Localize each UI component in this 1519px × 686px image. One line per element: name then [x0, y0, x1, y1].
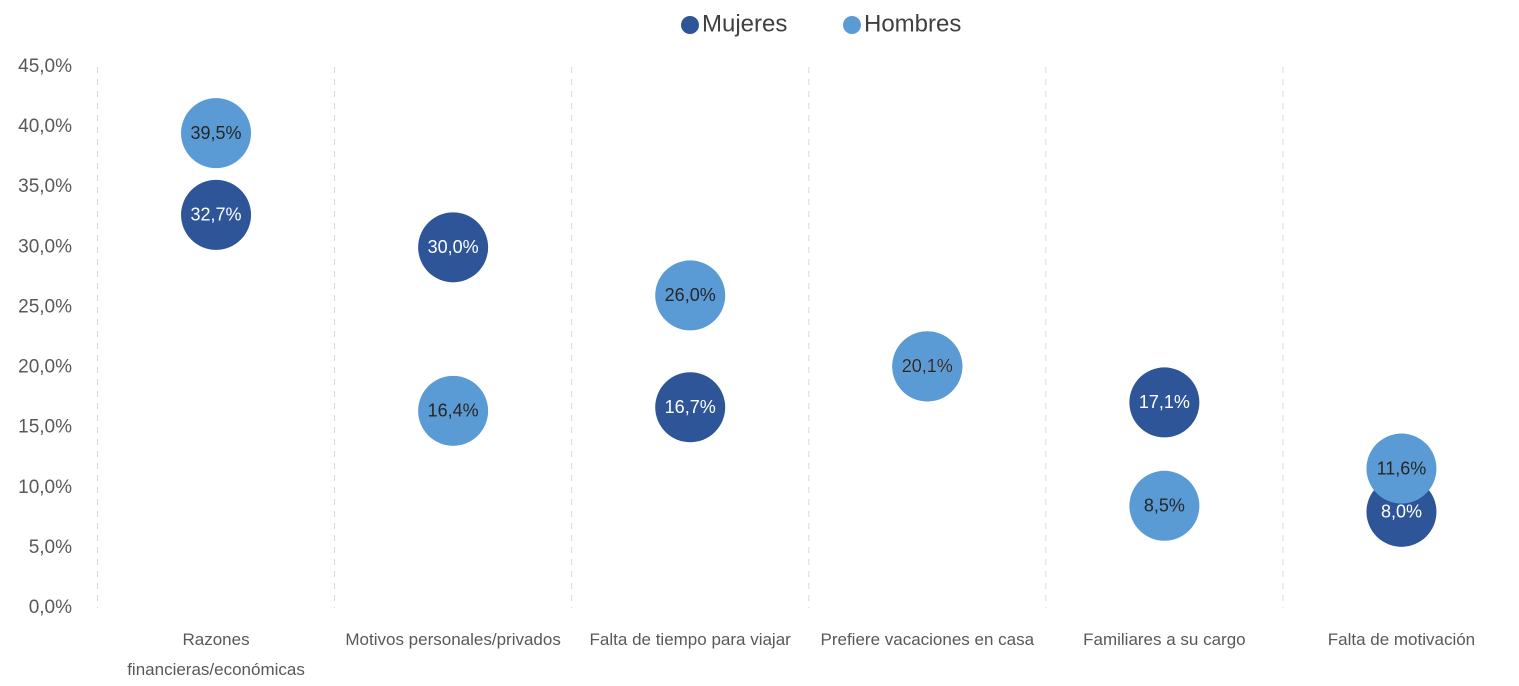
legend-label: Hombres [864, 10, 961, 37]
data-label: 30,0% [428, 237, 479, 257]
dot [655, 260, 726, 331]
dot [1129, 367, 1200, 438]
data-label: 17,1% [1139, 392, 1190, 412]
data-label: 20,1% [902, 356, 953, 376]
dot [892, 331, 963, 402]
data-label: 20,1% [902, 356, 953, 376]
y-tick-label: 30,0% [18, 236, 72, 257]
legend-marker [843, 16, 861, 34]
data-label: 8,0% [1381, 502, 1422, 522]
y-tick-label: 20,0% [18, 357, 72, 378]
x-tick-label: Familiares a su cargo [1083, 630, 1246, 649]
data-label: 26,0% [665, 285, 716, 305]
dot [181, 179, 252, 250]
dot [655, 372, 726, 443]
y-tick-label: 40,0% [18, 116, 72, 137]
legend-label: Mujeres [702, 10, 787, 37]
x-tick-label: Motivos personales/privados [345, 630, 561, 649]
y-tick-label: 35,0% [18, 176, 72, 197]
y-tick-label: 0,0% [29, 597, 72, 618]
dot [1129, 470, 1200, 541]
data-label: 39,5% [191, 123, 242, 143]
data-label: 8,5% [1144, 496, 1185, 516]
y-tick-label: 25,0% [18, 296, 72, 317]
x-tick-label: Falta de motivación [1327, 630, 1476, 649]
x-tick-label: Falta de tiempo para viajar [589, 630, 791, 649]
y-tick-label: 15,0% [18, 417, 72, 438]
dot [418, 212, 489, 283]
y-tick-label: 45,0% [18, 56, 72, 77]
data-label: 11,6% [1377, 458, 1427, 478]
legend-marker [681, 16, 699, 34]
x-tick-label: Prefiere vacaciones en casa [820, 630, 1035, 649]
y-tick-label: 5,0% [29, 537, 72, 558]
dot [418, 375, 489, 446]
x-tick-label: Razones financieras/económicas [127, 630, 305, 679]
y-tick-label: 10,0% [18, 477, 72, 498]
data-label: 16,4% [428, 401, 479, 421]
data-label: 32,7% [191, 205, 242, 225]
dot [181, 98, 252, 169]
dot [1366, 433, 1437, 504]
data-label: 16,7% [665, 397, 716, 417]
